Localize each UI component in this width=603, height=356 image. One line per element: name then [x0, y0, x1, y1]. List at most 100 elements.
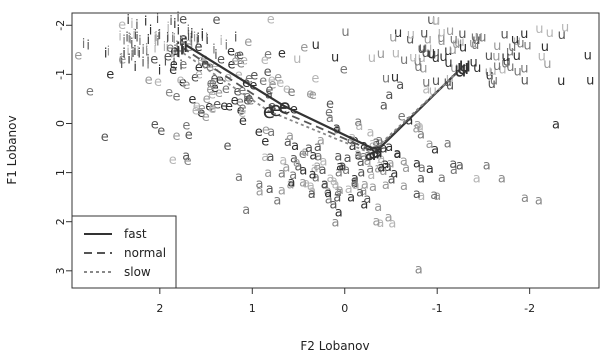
vowel-token-u: u	[459, 40, 467, 55]
vowel-token-u: u	[392, 46, 400, 61]
vowel-token-a: a	[287, 177, 295, 192]
vowel-token-a: a	[267, 150, 275, 165]
vowel-token-e: e	[195, 61, 203, 76]
vowel-token-i: i	[130, 47, 134, 62]
vowel-token-e: e	[197, 53, 205, 68]
vowel-token-a: a	[330, 174, 338, 189]
vowel-token-i: i	[131, 46, 135, 61]
vowel-token-u: u	[382, 72, 390, 87]
vowel-token-e: e	[101, 130, 109, 145]
vowel-token-a: a	[382, 178, 390, 193]
vowel-token-a: a	[330, 197, 338, 212]
vowel-token-u: u	[475, 30, 483, 45]
vowel-token-u: u	[444, 44, 452, 59]
vowel-token-u: u	[419, 61, 427, 76]
vowel-token-i: i	[149, 23, 153, 38]
vowel-token-u: u	[420, 26, 428, 41]
vowel-token-i: i	[144, 15, 148, 30]
vowel-token-i: i	[157, 29, 161, 44]
vowel-token-a: a	[326, 111, 334, 126]
vowel-token-a: a	[388, 216, 396, 231]
vowel-token-e: e	[170, 58, 178, 73]
vowel-token-u: u	[500, 28, 508, 43]
vowel-token-i: i	[130, 17, 134, 32]
vowel-token-e: e	[261, 53, 269, 68]
vowel-token-i: i	[169, 14, 173, 29]
vowel-token-a: a	[351, 177, 359, 192]
vowel-token-i: i	[189, 32, 193, 47]
vowel-token-i: i	[171, 31, 175, 46]
vowel-token-u: u	[506, 60, 514, 75]
vowel-token-u: u	[488, 64, 496, 79]
vowel-token-u: u	[446, 24, 454, 39]
vowel-token-u: u	[432, 51, 440, 66]
vowel-token-a: a	[256, 177, 264, 192]
vowel-token-e: e	[200, 52, 208, 67]
vowel-token-i: i	[172, 32, 176, 47]
vowel-token-u: u	[377, 47, 385, 62]
x-axis: 2 1 0 -1 -2	[156, 288, 535, 315]
vowel-token-i: i	[195, 33, 199, 48]
vowel-token-e: e	[222, 82, 230, 97]
vowel-token-a: a	[273, 194, 281, 209]
vowel-token-i: i	[173, 17, 177, 32]
vowel-token-i: i	[135, 30, 139, 45]
vowel-token-i: i	[179, 34, 183, 49]
vowel-token-u: u	[439, 50, 447, 65]
vowel-token-a: a	[374, 162, 382, 177]
vowel-token-a: a	[242, 203, 250, 218]
vowel-token-a: a	[309, 149, 317, 164]
vowel-token-u: u	[341, 25, 349, 40]
vowel-token-e: e	[188, 92, 196, 107]
vowel-token-e: e	[279, 102, 287, 117]
vowel-token-a: a	[364, 154, 372, 169]
vowel-token-e: e	[278, 46, 286, 61]
vowel-token-i: i	[156, 12, 160, 27]
vowel-token-u: u	[437, 34, 445, 49]
vowel-token-u: u	[584, 49, 592, 64]
vowel-token-a: a	[430, 188, 438, 203]
vowel-token-u: u	[312, 38, 320, 53]
vowel-token-i: i	[126, 13, 130, 28]
vowel-token-a: a	[369, 180, 377, 195]
vowel-token-u: u	[493, 59, 501, 74]
vowel-token-e: e	[184, 37, 192, 52]
vowel-token-e: e	[268, 73, 276, 88]
vowel-token-a: a	[413, 157, 421, 172]
vowel-token-e: e	[208, 102, 216, 117]
vowel-token-a: a	[449, 157, 457, 172]
vowel-token-a: a	[354, 147, 362, 162]
vowel-token-e: e	[209, 101, 217, 116]
vowel-token-u: u	[513, 34, 521, 49]
vowel-token-i: i	[127, 52, 131, 67]
vowel-token-a: a	[363, 192, 371, 207]
vowel-token-a: a	[535, 194, 543, 209]
vowel-token-a: a	[267, 125, 275, 140]
vowel-token-a: a	[414, 118, 422, 133]
vowel-token-a: a	[351, 172, 359, 187]
vowel-token-e: e	[207, 76, 215, 91]
vowel-token-a: a	[426, 162, 434, 177]
vowel-token-a: a	[279, 154, 287, 169]
vowel-token-e: e	[151, 117, 159, 132]
vowel-token-i: i	[190, 36, 194, 51]
vowel-token-e: e	[220, 99, 228, 114]
vowel-token-e: e	[201, 57, 209, 72]
vowel-token-u: u	[469, 56, 477, 71]
centroid-normal-i: i	[179, 35, 185, 59]
vowel-token-a: a	[308, 184, 316, 199]
legend-label-fast: fast	[124, 227, 147, 241]
vowel-token-u: u	[485, 65, 493, 80]
vowel-token-i: i	[141, 43, 145, 58]
vowel-token-e: e	[213, 97, 221, 112]
vowel-token-a: a	[380, 164, 388, 179]
vowel-token-i: i	[141, 56, 145, 71]
vowel-token-u: u	[418, 51, 426, 66]
vowel-token-e: e	[86, 84, 94, 99]
vowel-token-u: u	[503, 55, 511, 70]
vowel-token-e: e	[237, 104, 245, 119]
vowel-token-a: a	[450, 163, 458, 178]
vowel-token-e: e	[340, 63, 348, 78]
vowel-token-i: i	[120, 52, 124, 67]
